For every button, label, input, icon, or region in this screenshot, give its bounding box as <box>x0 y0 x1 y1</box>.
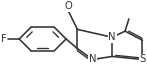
Text: S: S <box>139 54 146 64</box>
Text: N: N <box>89 54 96 64</box>
Text: F: F <box>1 34 6 44</box>
Text: O: O <box>65 1 72 11</box>
Text: N: N <box>108 32 116 42</box>
